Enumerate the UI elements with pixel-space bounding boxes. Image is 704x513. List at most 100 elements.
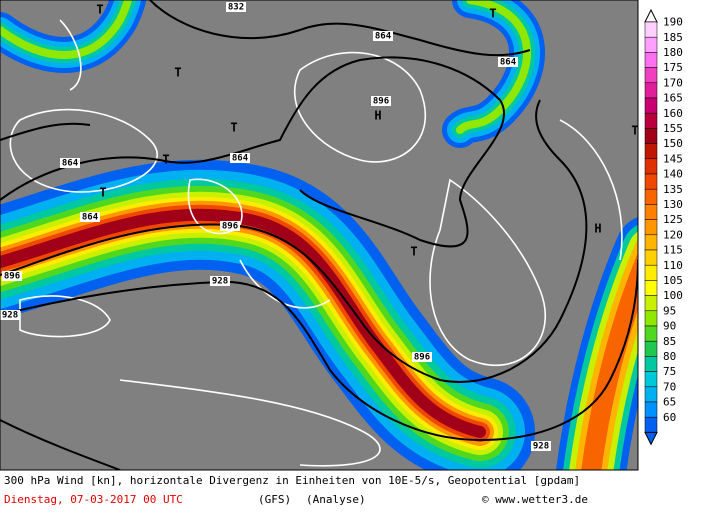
legend-swatch (644, 416, 658, 433)
contour-label-bg (2, 271, 22, 281)
legend-label: 165 (663, 92, 683, 105)
contour-label-bg (220, 221, 240, 231)
legend-swatch (644, 21, 658, 38)
legend-label: 100 (663, 289, 683, 302)
contour-label-bg (80, 212, 100, 222)
pressure-center: T (489, 7, 496, 21)
legend-label: 95 (663, 304, 676, 317)
legend-swatch (644, 295, 658, 312)
legend-label: 170 (663, 76, 683, 89)
pressure-center: H (374, 109, 381, 123)
legend-swatch (644, 386, 658, 403)
legend-label: 120 (663, 228, 683, 241)
contour-label-bg (60, 158, 80, 168)
pressure-center: T (99, 186, 106, 200)
legend-label: 135 (663, 183, 683, 196)
legend-swatch (644, 36, 658, 53)
legend-swatch (644, 188, 658, 205)
legend-label: 105 (663, 274, 683, 287)
contour-label-bg (226, 2, 246, 12)
legend-swatch (644, 264, 658, 281)
legend-label: 145 (663, 152, 683, 165)
contour-label: 896 (373, 97, 389, 107)
contour-label-bg (210, 276, 230, 286)
footer-description: 300 hPa Wind [kn], horizontale Divergenz… (4, 474, 580, 487)
legend-swatch (644, 143, 658, 160)
contour-label: 896 (4, 272, 20, 282)
legend-label: 85 (663, 335, 676, 348)
jet-band (0, 0, 132, 59)
legend-swatch (644, 82, 658, 99)
contour-label-bg (230, 153, 250, 163)
legend-swatch (644, 325, 658, 342)
contour-label-bg (412, 352, 432, 362)
footer-date: Dienstag, 07-03-2017 00 UTC (4, 493, 183, 506)
legend-swatch (644, 280, 658, 296)
legend-label: 65 (663, 396, 676, 409)
pressure-center: H (594, 222, 601, 236)
footer-run: (Analyse) (306, 493, 366, 506)
legend-label: 110 (663, 259, 683, 272)
map-frame (0, 0, 639, 471)
contour-label-bg (0, 310, 20, 320)
legend-label: 80 (663, 350, 676, 363)
contour-label: 928 (533, 442, 549, 452)
map: 832 864 864 896 864 864 864 896 896 928 928 896 928 T… (0, 0, 638, 470)
footer-model: (GFS) (258, 493, 291, 506)
contour-label: 864 (500, 58, 517, 68)
jet-stream (0, 0, 638, 470)
pressure-center: T (96, 3, 103, 17)
footer-credit: © www.wetter3.de (482, 493, 588, 506)
contour-label: 896 (222, 222, 238, 232)
contour-label: 928 (2, 311, 18, 321)
contour-label: 896 (414, 353, 430, 363)
legend-label: 75 (663, 365, 676, 378)
contour-label: 832 (228, 3, 244, 13)
jet-band (581, 252, 638, 470)
legend-swatch (644, 219, 658, 236)
legend-swatch (644, 249, 658, 266)
legend-swatch (644, 52, 658, 68)
legend-swatch (644, 371, 658, 388)
legend-label: 130 (663, 198, 683, 211)
color-legend: 190 185 180 175 170 165 160 155 150 145 140 135 130 1… (644, 8, 683, 446)
pressure-center: T (174, 66, 181, 80)
legend-label: 155 (663, 122, 683, 135)
legend-swatch (644, 356, 658, 372)
legend-swatch (644, 173, 658, 190)
legend-swatch (644, 112, 658, 129)
legend-label: 140 (663, 168, 683, 181)
legend-label: 180 (663, 46, 683, 59)
contour-label: 864 (375, 32, 392, 42)
contour-label-bg (498, 57, 518, 67)
geopotential-contours (0, 0, 638, 470)
legend-label: 60 (663, 411, 676, 424)
map-labels: 832 864 864 896 864 864 864 896 896 928 928 896 928 T… (0, 2, 638, 452)
legend-swatch (644, 97, 658, 114)
contour-label-bg (531, 441, 551, 451)
contour-label: 864 (62, 159, 79, 169)
jet-band (0, 208, 486, 438)
pressure-center: T (410, 245, 417, 259)
legend-swatch (644, 204, 658, 220)
pressure-center: T (631, 124, 638, 138)
legend-label: 150 (663, 137, 683, 150)
contour-label: 864 (232, 154, 249, 164)
legend-label: 90 (663, 320, 676, 333)
legend-swatch (644, 67, 658, 84)
pressure-center: T (162, 153, 169, 167)
legend-swatch (644, 401, 658, 418)
legend-arrow-bottom (644, 431, 658, 446)
legend-label: 175 (663, 61, 683, 74)
legend-label: 160 (663, 107, 683, 120)
legend-label: 70 (663, 380, 676, 393)
contour-label: 928 (212, 277, 228, 287)
legend-label: 185 (663, 31, 683, 44)
pressure-center: T (230, 121, 237, 135)
legend-swatch (644, 340, 658, 357)
jet-band (456, 0, 532, 134)
legend-swatch (644, 310, 658, 327)
contour-label-bg (373, 31, 393, 41)
contour-label-bg (371, 96, 391, 106)
